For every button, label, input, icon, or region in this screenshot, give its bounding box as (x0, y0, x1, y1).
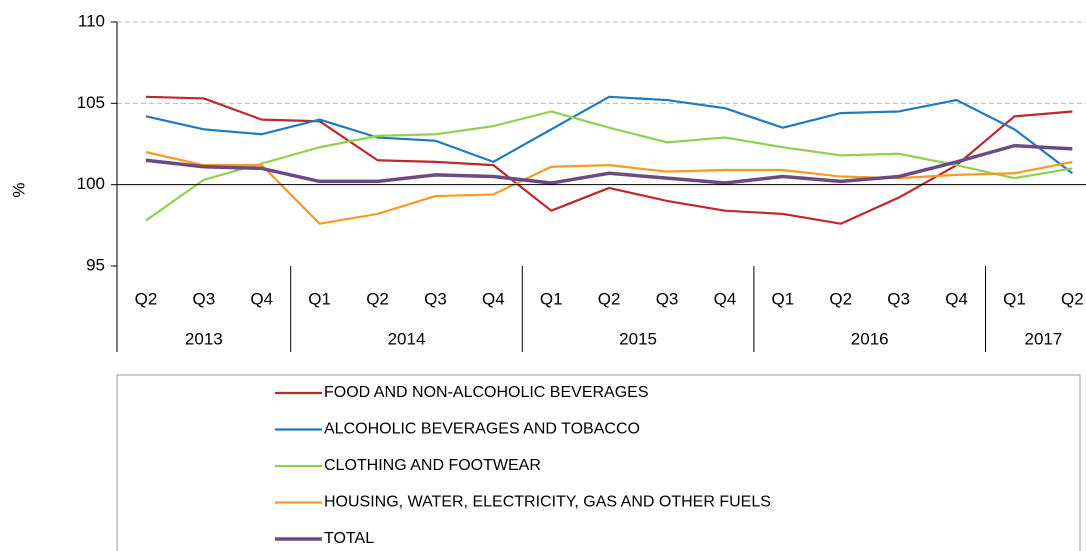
x-tick-label: Q4 (945, 289, 968, 308)
x-tick-label: Q1 (308, 289, 331, 308)
x-tick-label: Q2 (829, 289, 852, 308)
series-line (145, 110, 1073, 222)
y-tick-label: 100 (77, 174, 105, 193)
legend-label: ALCOHOLIC BEVERAGES AND TOBACCO (324, 421, 640, 438)
x-tick-label: Q3 (193, 289, 216, 308)
group-label: 2013 (185, 329, 223, 348)
legend-label: FOOD AND NON-ALCOHOLIC BEVERAGES (324, 384, 649, 401)
x-tick-label: Q2 (366, 289, 389, 308)
group-label: 2016 (851, 329, 889, 348)
y-axis-label: % (9, 182, 28, 197)
x-tick-label: Q2 (135, 289, 158, 308)
series-line (145, 151, 1073, 225)
legend-label: TOTAL (324, 530, 374, 547)
x-tick-label: Q1 (1003, 289, 1026, 308)
group-label: 2015 (619, 329, 657, 348)
legend-box (116, 374, 1081, 551)
x-tick-label: Q4 (482, 289, 505, 308)
series-line (145, 143, 1073, 185)
group-label: 2014 (388, 329, 426, 348)
x-tick-label: Q2 (1061, 289, 1084, 308)
x-tick-label: Q3 (887, 289, 910, 308)
x-tick-label: Q3 (656, 289, 679, 308)
y-tick-label: 110 (78, 11, 105, 30)
legend: FOOD AND NON-ALCOHOLIC BEVERAGES ALCOHOLI… (275, 384, 771, 547)
x-tick-label: Q2 (598, 289, 621, 308)
x-tick-label: Q1 (772, 289, 795, 308)
legend-label: HOUSING, WATER, ELECTRICITY, GAS AND OTH… (324, 494, 771, 511)
legend-label: CLOTHING AND FOOTWEAR (324, 457, 541, 474)
series-line (145, 95, 1074, 175)
group-label: 2017 (1024, 329, 1062, 348)
x-tick-label: Q1 (540, 289, 563, 308)
y-tick-label: 95 (86, 255, 105, 274)
x-tick-label: Q4 (250, 289, 273, 308)
x-tick-label: Q4 (714, 289, 737, 308)
y-tick-label: 105 (77, 93, 105, 112)
x-tick-label: Q3 (424, 289, 447, 308)
series-line (145, 95, 1073, 225)
